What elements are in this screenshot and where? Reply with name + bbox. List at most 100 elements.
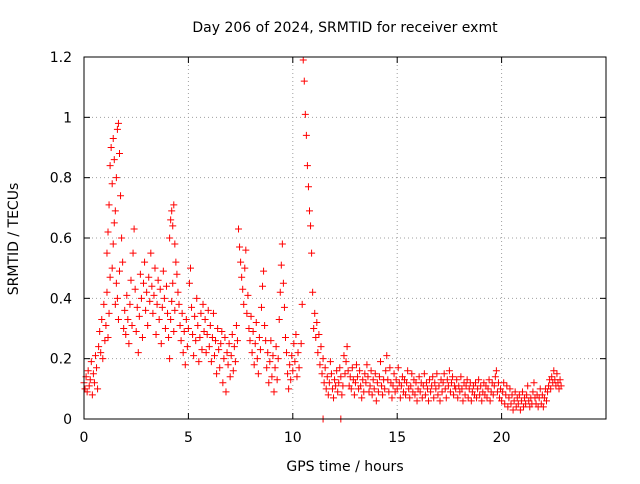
data-point: [263, 364, 271, 372]
tick-labels: 0 5 10 15 20 0 0.2 0.4 0.6 0.8 1 1.2: [50, 50, 511, 446]
data-point: [438, 388, 446, 396]
data-point: [228, 331, 236, 339]
data-point: [369, 376, 377, 384]
data-point: [539, 403, 547, 411]
data-point: [509, 406, 517, 414]
data-point: [306, 207, 314, 215]
data-point: [351, 379, 359, 387]
data-point: [242, 246, 250, 254]
data-point: [348, 364, 356, 372]
data-point: [170, 201, 178, 209]
data-point: [195, 358, 203, 366]
data-point: [413, 397, 421, 405]
data-point: [167, 315, 175, 323]
data-point: [105, 309, 113, 317]
data-point: [425, 397, 433, 405]
data-point: [343, 343, 351, 351]
data-point: [185, 279, 193, 287]
data-point: [446, 388, 454, 396]
data-point: [177, 337, 185, 345]
data-point: [250, 361, 258, 369]
data-point: [294, 349, 302, 357]
data-point: [280, 303, 288, 311]
data-point: [166, 355, 174, 363]
data-point: [233, 337, 241, 345]
data-point: [247, 312, 255, 320]
data-point: [454, 394, 462, 402]
data-point: [127, 276, 135, 284]
data-point: [557, 382, 565, 390]
data-point: [248, 349, 256, 357]
data-point: [322, 385, 330, 393]
data-point: [253, 355, 261, 363]
data-point: [447, 379, 455, 387]
data-point: [279, 279, 287, 287]
data-point: [225, 340, 233, 348]
data-point: [199, 300, 207, 308]
data-point: [166, 234, 174, 242]
y-tick-label: 0.6: [50, 231, 72, 247]
data-point: [180, 328, 188, 336]
data-point: [213, 370, 221, 378]
data-point: [267, 337, 275, 345]
data-point: [270, 388, 278, 396]
data-point: [152, 331, 160, 339]
data-point: [362, 379, 370, 387]
data-point: [342, 358, 350, 366]
data-point: [192, 337, 200, 345]
data-point: [161, 325, 169, 332]
data-point: [95, 343, 103, 351]
data-point: [181, 361, 189, 369]
data-point: [463, 376, 471, 384]
data-point: [136, 270, 144, 278]
data-point: [308, 249, 316, 257]
data-point: [504, 403, 512, 411]
data-point: [436, 397, 444, 405]
data-point: [113, 125, 121, 133]
data-point: [290, 340, 298, 348]
data-point: [406, 394, 414, 402]
x-tick-label: 0: [80, 430, 89, 446]
data-point: [246, 337, 254, 345]
data-point: [237, 258, 245, 266]
data-point: [144, 321, 152, 329]
x-tick-label: 20: [493, 430, 511, 446]
data-point: [162, 282, 170, 290]
data-point: [292, 331, 300, 339]
data-point: [435, 382, 443, 390]
data-point: [155, 315, 163, 323]
data-point: [507, 400, 515, 408]
data-point: [346, 373, 354, 381]
data-point: [165, 334, 173, 342]
data-point: [304, 183, 312, 191]
data-point: [295, 364, 303, 372]
data-point: [378, 382, 386, 390]
data-point: [101, 337, 109, 345]
data-point: [474, 385, 482, 393]
data-point: [190, 352, 198, 360]
data-point: [315, 331, 323, 339]
data-point: [547, 385, 555, 393]
data-point: [197, 309, 205, 317]
data-point: [443, 376, 451, 384]
data-point: [396, 394, 404, 402]
data-point: [134, 349, 142, 357]
data-point: [110, 156, 118, 164]
data-point: [175, 300, 183, 308]
data-point: [196, 334, 204, 342]
data-point: [428, 382, 436, 390]
data-point: [291, 358, 299, 366]
data-point: [553, 370, 561, 378]
data-point: [261, 321, 269, 329]
data-point: [464, 394, 472, 402]
data-point: [386, 364, 394, 372]
data-point: [311, 309, 319, 317]
x-tick-label: 15: [388, 430, 406, 446]
data-point: [434, 391, 442, 399]
data-point: [281, 334, 289, 342]
data-point: [484, 385, 492, 393]
data-point: [126, 300, 134, 308]
